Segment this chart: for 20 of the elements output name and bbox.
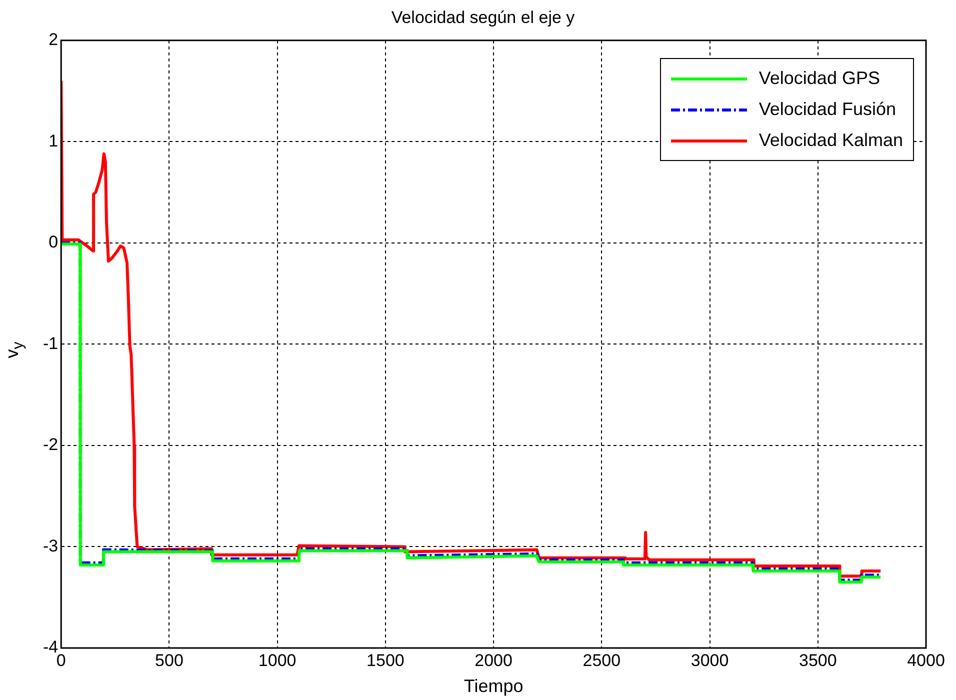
x-tick-label: 500 [155,650,184,670]
x-tick-label: 2000 [474,650,512,670]
y-tick-label: -1 [42,334,58,353]
x-tick-label: 1500 [366,650,404,670]
x-tick-label: 2500 [582,650,621,670]
y-tick-label: 0 [48,232,58,252]
chart-title: Velocidad según el eje y [391,8,576,27]
x-tick-label: 3000 [690,650,729,670]
x-axis-title: Tiempo [464,676,524,696]
y-tick-label: -2 [42,435,58,454]
y-tick-label: -3 [42,536,58,556]
legend-label: Velocidad Kalman [758,130,903,151]
y-tick-label: -4 [42,638,58,657]
y-tick-label: 2 [48,30,58,50]
legend-label: Velocidad GPS [758,68,880,89]
x-tick-label: 4000 [907,650,945,670]
y-tick-label: 1 [48,131,58,150]
legend-label: Velocidad Fusión [758,99,896,120]
x-tick-label: 1000 [258,650,296,670]
x-tick-label: 3500 [798,650,837,670]
